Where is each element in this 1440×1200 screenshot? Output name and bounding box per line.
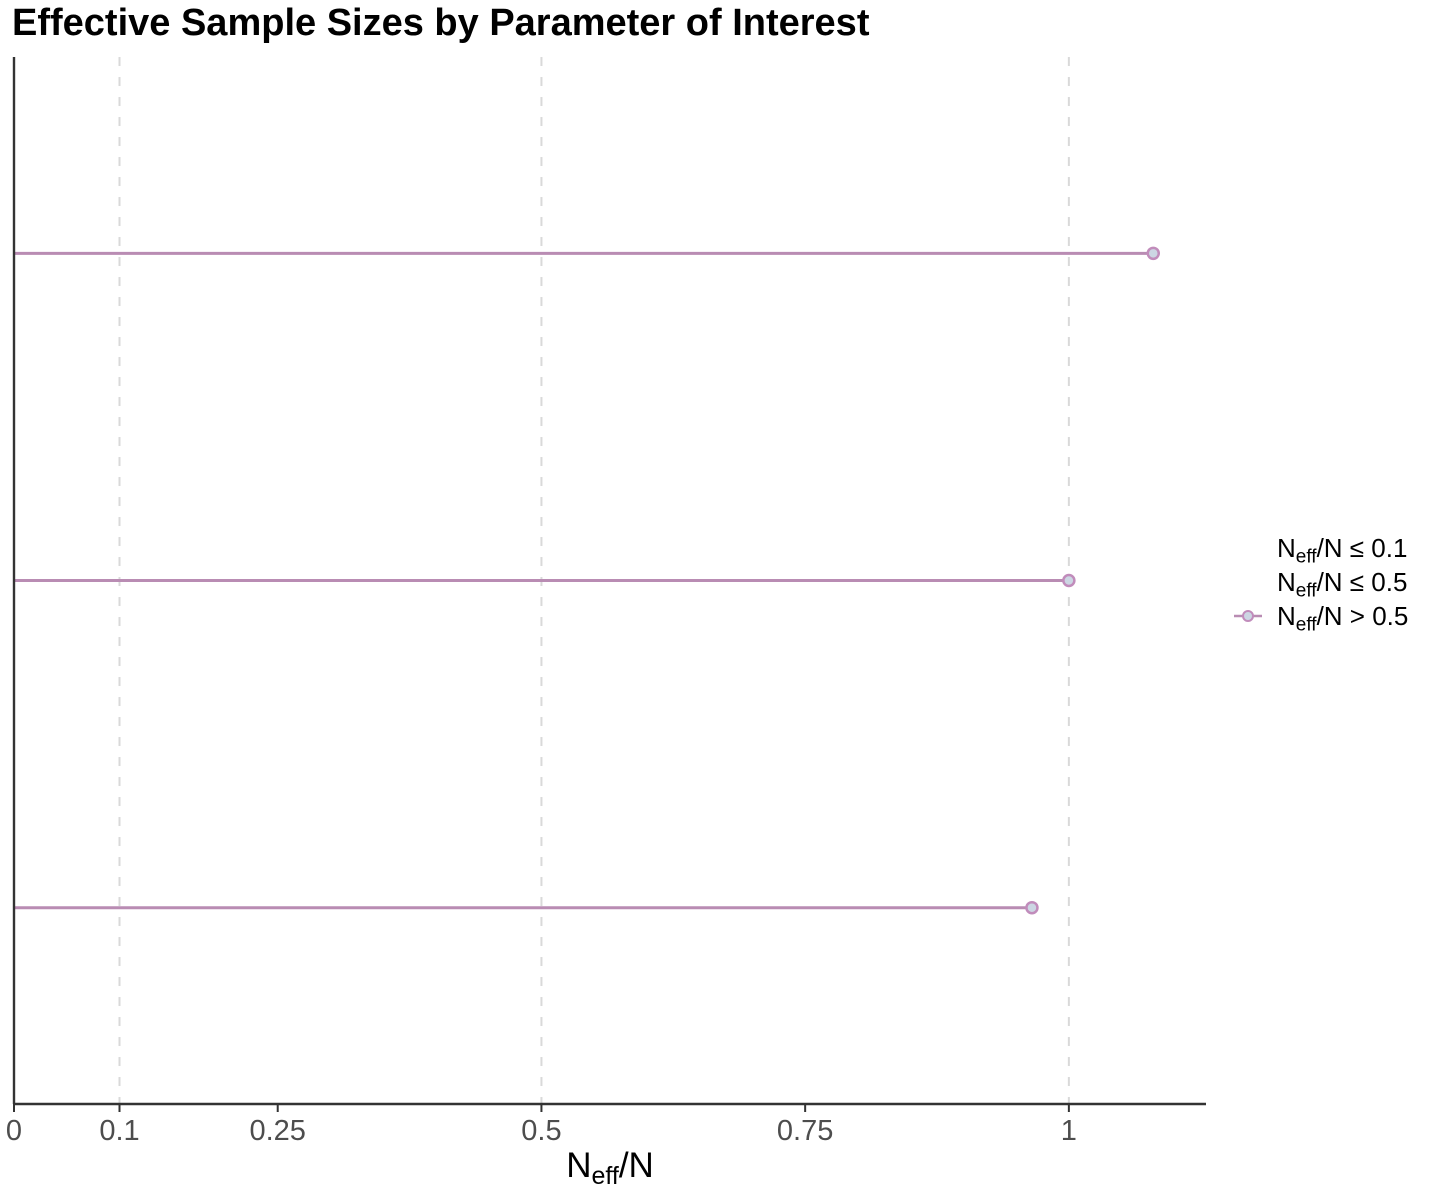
x-tick-label: 1	[1061, 1115, 1077, 1147]
neff-dot	[1025, 900, 1039, 915]
chart-title: Effective Sample Sizes by Parameter of I…	[12, 2, 870, 44]
x-tick-label: 0.1	[99, 1115, 139, 1147]
legend-label: Neff/N ≤ 0.5	[1277, 567, 1407, 602]
x-axis-title: Neff/N	[566, 1146, 654, 1190]
x-tick-label: 0	[6, 1115, 22, 1147]
legend-key-dot	[1242, 610, 1254, 622]
x-tick-label: 0.75	[777, 1115, 833, 1147]
x-tick-label: 0.5	[521, 1115, 561, 1147]
legend-label: Neff/N > 0.5	[1277, 601, 1408, 636]
x-tick-label: 0.25	[249, 1115, 305, 1147]
neff-dot	[1062, 573, 1076, 588]
neff-dot	[1146, 246, 1161, 261]
legend-label: Neff/N ≤ 0.1	[1277, 533, 1407, 568]
